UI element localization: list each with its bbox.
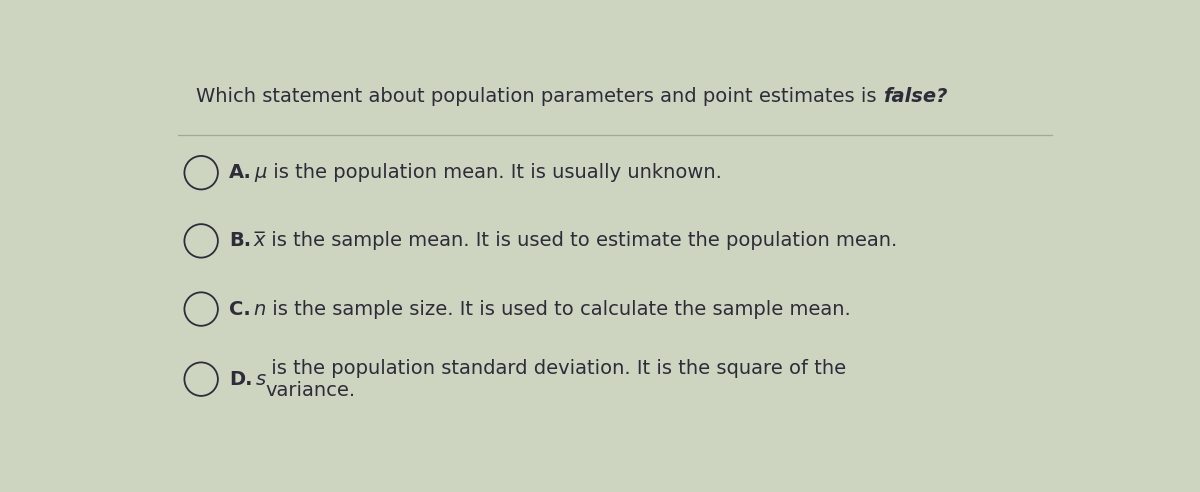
Text: μ: μ: [254, 163, 268, 182]
Text: B.: B.: [229, 231, 251, 250]
Ellipse shape: [185, 156, 218, 189]
Text: is the population mean. It is usually unknown.: is the population mean. It is usually un…: [268, 163, 722, 182]
Text: Which statement about population parameters and point estimates is: Which statement about population paramet…: [197, 88, 883, 106]
Text: is the sample size. It is used to calculate the sample mean.: is the sample size. It is used to calcul…: [266, 300, 851, 319]
Text: is the population standard deviation. It is the square of the
variance.: is the population standard deviation. It…: [265, 359, 846, 400]
Text: A.: A.: [229, 163, 252, 182]
Text: D.: D.: [229, 369, 252, 389]
Text: is the sample mean. It is used to estimate the population mean.: is the sample mean. It is used to estima…: [265, 231, 898, 250]
Text: false?: false?: [883, 88, 948, 106]
Ellipse shape: [185, 224, 218, 258]
Text: x̅: x̅: [254, 231, 265, 250]
Text: C.: C.: [229, 300, 251, 319]
Text: s: s: [256, 369, 265, 389]
Ellipse shape: [185, 292, 218, 326]
Text: n: n: [253, 300, 266, 319]
Ellipse shape: [185, 363, 218, 396]
